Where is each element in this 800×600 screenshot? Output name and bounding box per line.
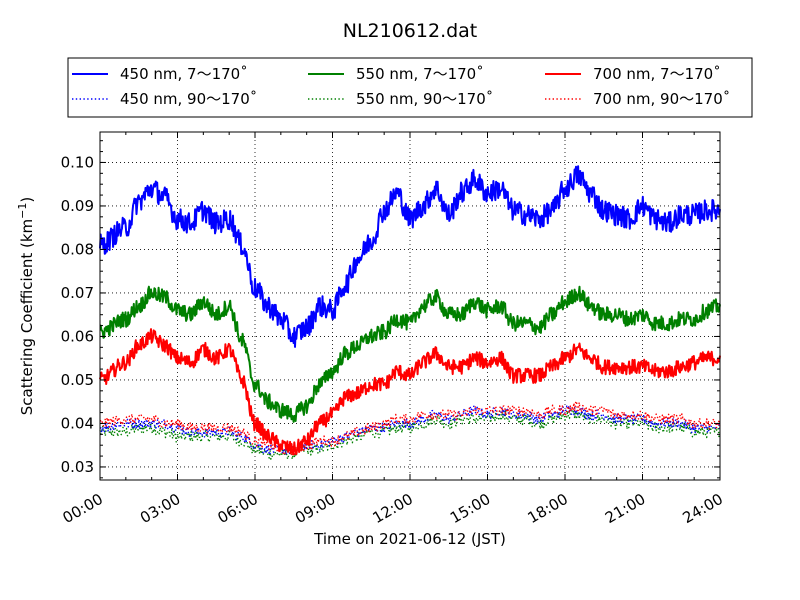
- legend-label: 450 nm, 7～170˚: [120, 65, 248, 83]
- series-line: [99, 165, 721, 348]
- legend-label: 700 nm, 7～170˚: [593, 65, 721, 83]
- chart-title: NL210612.dat: [343, 20, 478, 42]
- y-tick-label: 0.04: [61, 414, 94, 432]
- series-line: [99, 328, 721, 456]
- legend-label: 450 nm, 90～170˚: [120, 90, 257, 108]
- x-tick-labels: 00:00 03:00 06:00 09:00 12:00 15:00 18:00 21:00…: [60, 490, 726, 527]
- y-axis-label: Scattering Coefficient (km−1): [16, 197, 36, 416]
- x-tick-label: 03:00: [137, 490, 183, 527]
- x-tick-label: 15:00: [447, 490, 493, 527]
- series-line: [99, 405, 721, 456]
- legend-label: 550 nm, 90～170˚: [356, 90, 493, 108]
- y-axis-label-close: ): [18, 197, 36, 203]
- y-tick-label: 0.03: [61, 458, 94, 476]
- x-tick-label: 00:00: [60, 490, 106, 527]
- y-tick-label: 0.09: [61, 197, 94, 215]
- legend-label: 700 nm, 90～170˚: [593, 90, 730, 108]
- series-layer: [99, 165, 721, 460]
- x-tick-label: 21:00: [602, 490, 648, 527]
- legend: 450 nm, 7～170˚ 550 nm, 7～170˚ 700 nm, 7～17…: [67, 57, 753, 118]
- series-line: [99, 285, 721, 423]
- y-tick-label: 0.10: [61, 153, 94, 171]
- series-line: [99, 400, 721, 456]
- x-tick-label: 18:00: [525, 490, 571, 527]
- legend-label: 550 nm, 7～170˚: [356, 65, 484, 83]
- y-axis-label-exponent: −1: [16, 203, 29, 219]
- y-tick-labels: 0.03 0.04 0.05 0.06 0.07 0.08 0.09 0.10: [61, 153, 94, 476]
- y-axis-label-main: Scattering Coefficient (km: [18, 219, 36, 415]
- legend-box: [67, 57, 753, 118]
- y-tick-label: 0.06: [61, 327, 94, 345]
- plot-frame: [99, 131, 721, 481]
- y-tick-label: 0.08: [61, 240, 94, 258]
- y-tick-label: 0.07: [61, 284, 94, 302]
- x-tick-label: 06:00: [215, 490, 261, 527]
- x-axis-label: Time on 2021-06-12 (JST): [313, 530, 506, 548]
- x-tick-label: 12:00: [370, 490, 416, 527]
- x-tick-label: 24:00: [680, 490, 726, 527]
- y-tick-label: 0.05: [61, 371, 94, 389]
- x-tick-label: 09:00: [292, 490, 338, 527]
